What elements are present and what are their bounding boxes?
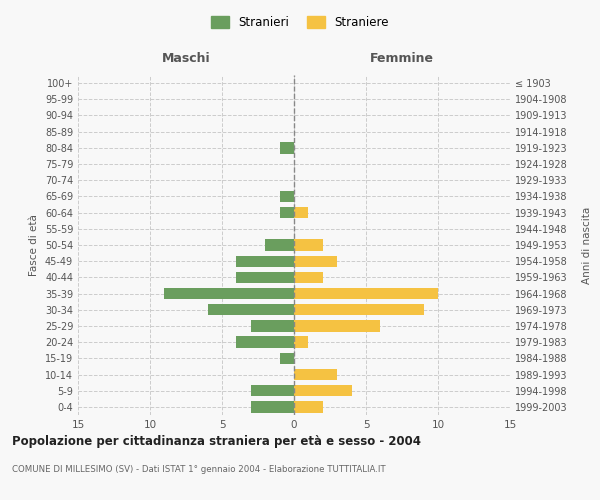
Bar xyxy=(294,369,337,380)
Y-axis label: Fasce di età: Fasce di età xyxy=(29,214,39,276)
Bar xyxy=(294,336,308,348)
Bar xyxy=(236,272,294,283)
Bar xyxy=(294,401,323,412)
Bar xyxy=(294,288,438,299)
Text: Maschi: Maschi xyxy=(161,52,211,66)
Bar xyxy=(294,304,424,316)
Text: Femmine: Femmine xyxy=(370,52,434,66)
Bar xyxy=(294,240,323,250)
Bar xyxy=(280,142,294,154)
Text: Popolazione per cittadinanza straniera per età e sesso - 2004: Popolazione per cittadinanza straniera p… xyxy=(12,435,421,448)
Bar xyxy=(164,288,294,299)
Bar xyxy=(251,401,294,412)
Bar xyxy=(294,207,308,218)
Bar xyxy=(251,385,294,396)
Bar xyxy=(208,304,294,316)
Bar xyxy=(236,256,294,267)
Legend: Stranieri, Straniere: Stranieri, Straniere xyxy=(206,11,394,34)
Bar xyxy=(294,272,323,283)
Bar xyxy=(294,385,352,396)
Y-axis label: Anni di nascita: Anni di nascita xyxy=(581,206,592,284)
Bar xyxy=(265,240,294,250)
Text: COMUNE DI MILLESIMO (SV) - Dati ISTAT 1° gennaio 2004 - Elaborazione TUTTITALIA.: COMUNE DI MILLESIMO (SV) - Dati ISTAT 1°… xyxy=(12,465,386,474)
Bar xyxy=(280,191,294,202)
Bar xyxy=(280,352,294,364)
Bar xyxy=(294,256,337,267)
Bar xyxy=(251,320,294,332)
Bar xyxy=(294,320,380,332)
Bar xyxy=(280,207,294,218)
Bar xyxy=(236,336,294,348)
